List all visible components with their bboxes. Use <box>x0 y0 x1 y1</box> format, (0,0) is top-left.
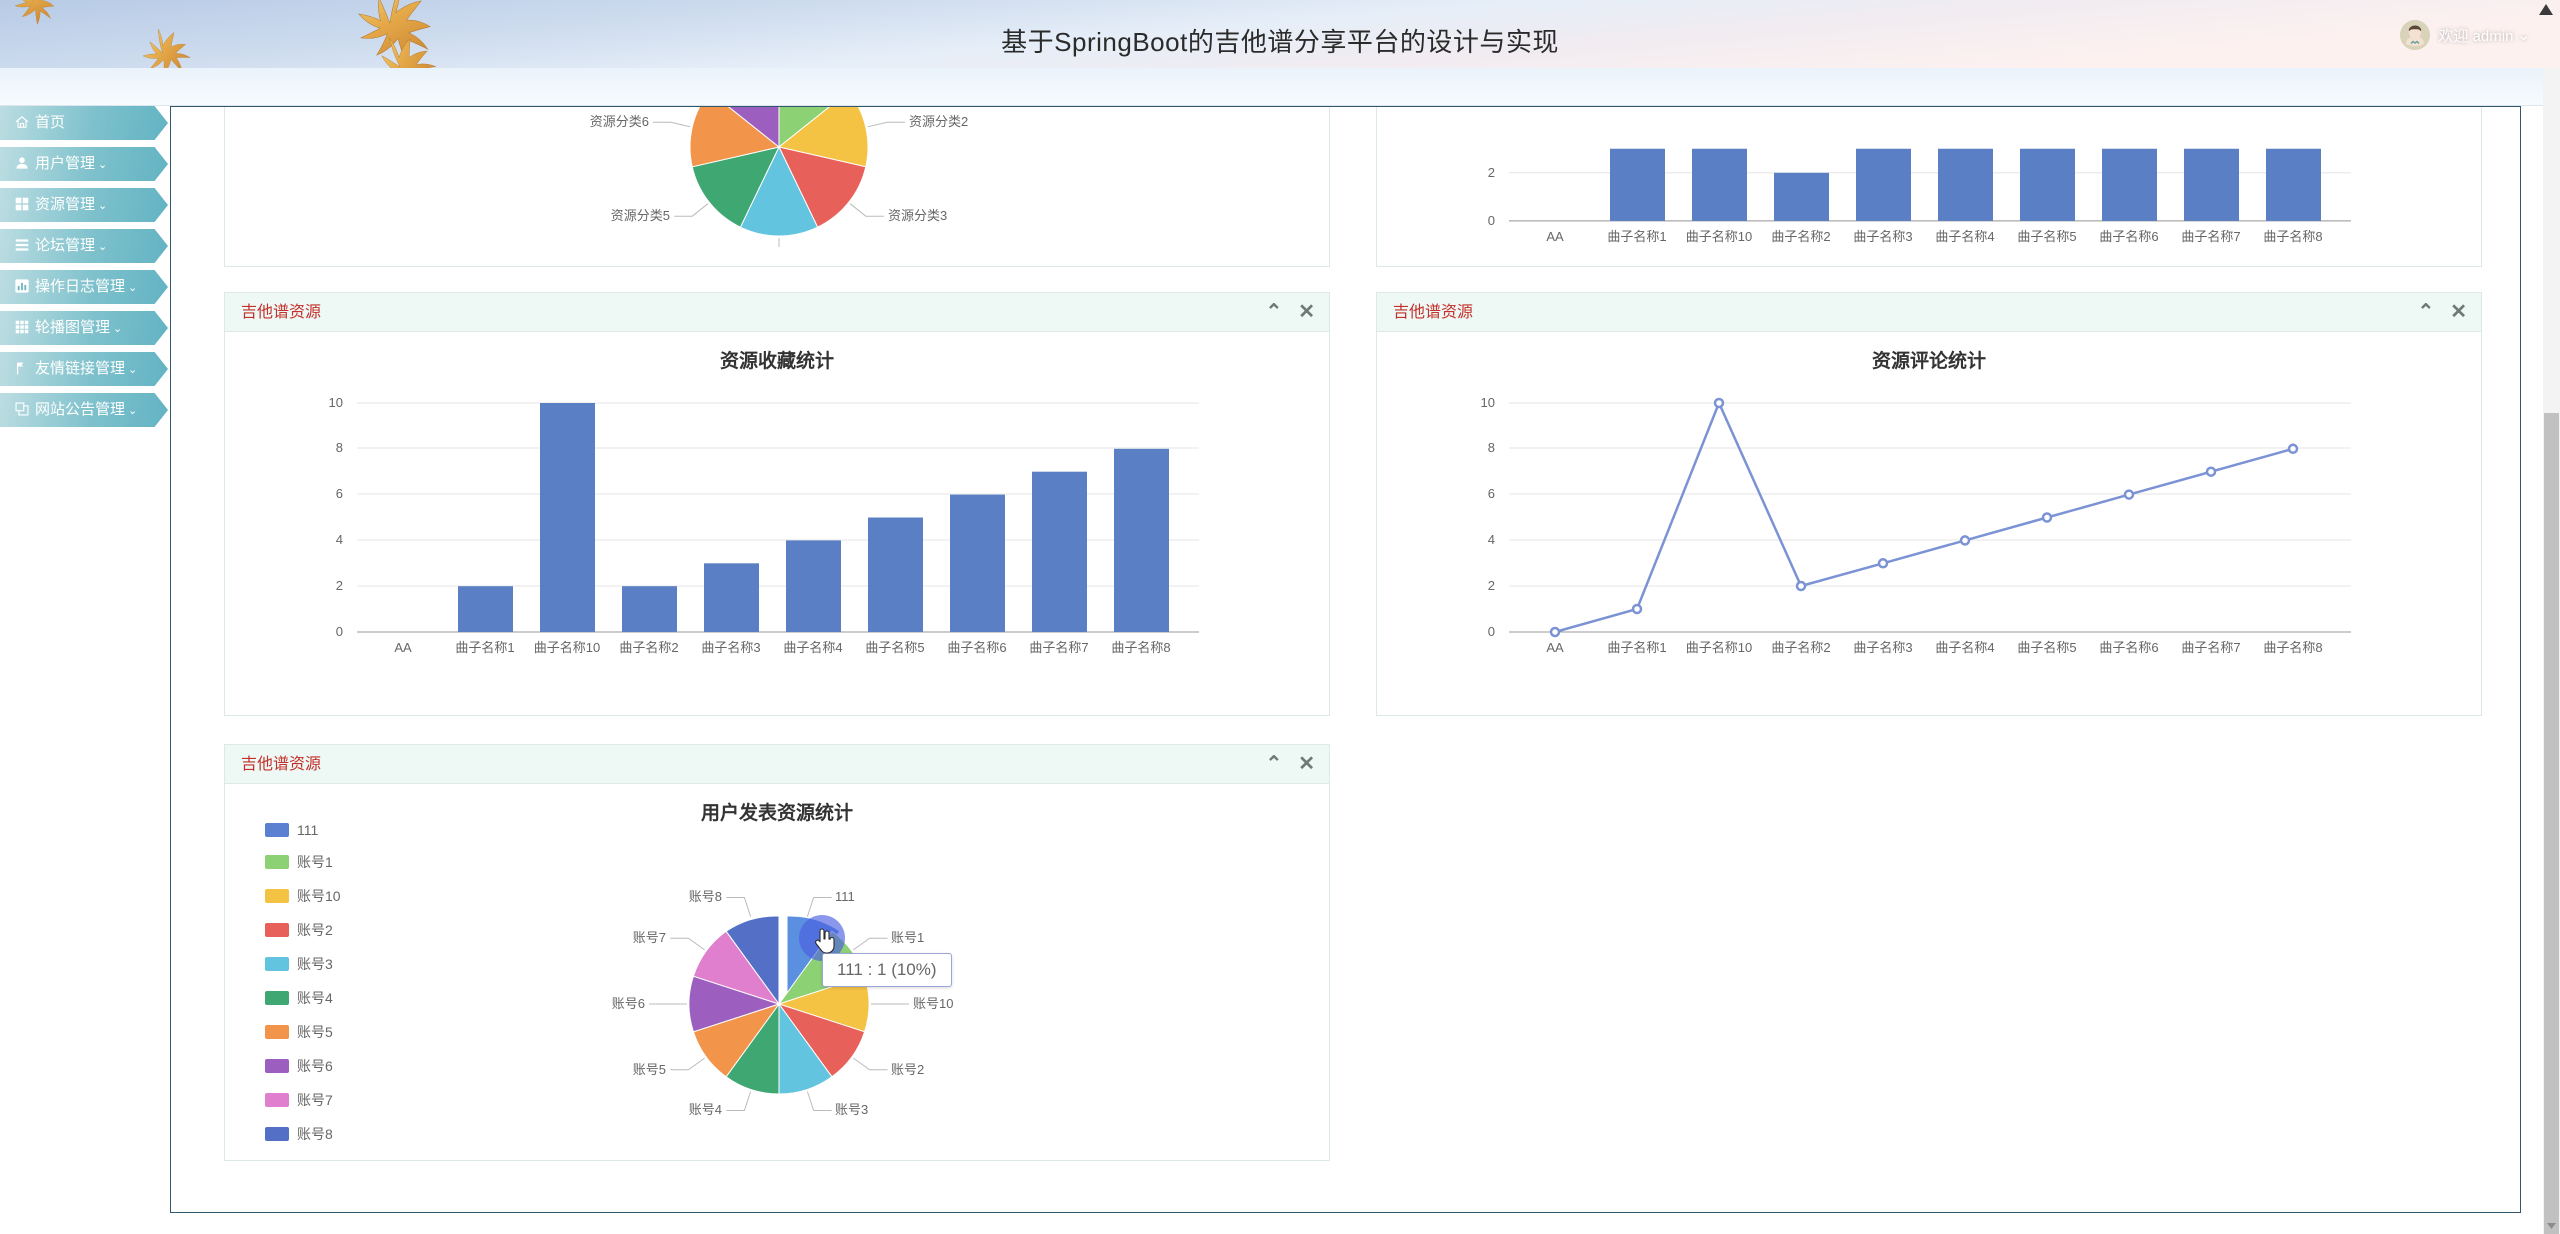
svg-text:曲子名称8: 曲子名称8 <box>2263 640 2322 655</box>
svg-text:账号10: 账号10 <box>913 996 953 1011</box>
svg-text:账号7: 账号7 <box>633 930 666 945</box>
svg-text:8: 8 <box>1488 440 1495 455</box>
svg-text:曲子名称10: 曲子名称10 <box>1686 640 1752 655</box>
svg-text:账号6: 账号6 <box>612 996 645 1011</box>
svg-text:曲子名称2: 曲子名称2 <box>619 640 678 655</box>
svg-text:曲子名称1: 曲子名称1 <box>455 640 514 655</box>
svg-text:曲子名称3: 曲子名称3 <box>1853 640 1912 655</box>
svg-text:4: 4 <box>336 532 343 547</box>
svg-text:曲子名称5: 曲子名称5 <box>865 640 924 655</box>
svg-text:6: 6 <box>1488 486 1495 501</box>
svg-text:资源分类5: 资源分类5 <box>611 208 670 223</box>
svg-text:111: 111 <box>835 889 855 904</box>
svg-text:曲子名称6: 曲子名称6 <box>2099 229 2158 244</box>
svg-text:曲子名称4: 曲子名称4 <box>1935 640 1994 655</box>
svg-text:8: 8 <box>336 440 343 455</box>
svg-text:曲子名称5: 曲子名称5 <box>2017 229 2076 244</box>
svg-text:曲子名称6: 曲子名称6 <box>2099 640 2158 655</box>
svg-text:10: 10 <box>1481 395 1495 410</box>
svg-text:曲子名称3: 曲子名称3 <box>1853 229 1912 244</box>
svg-text:6: 6 <box>336 486 343 501</box>
svg-text:曲子名称5: 曲子名称5 <box>2017 640 2076 655</box>
svg-text:曲子名称4: 曲子名称4 <box>783 640 842 655</box>
svg-text:0: 0 <box>1488 624 1495 639</box>
svg-text:AA: AA <box>1546 640 1564 655</box>
svg-text:曲子名称8: 曲子名称8 <box>1111 640 1170 655</box>
svg-text:账号5: 账号5 <box>633 1062 666 1077</box>
svg-text:曲子名称1: 曲子名称1 <box>1607 640 1666 655</box>
svg-text:曲子名称7: 曲子名称7 <box>2181 640 2240 655</box>
svg-text:曲子名称7: 曲子名称7 <box>2181 229 2240 244</box>
svg-text:账号2: 账号2 <box>891 1062 924 1077</box>
svg-text:资源分类6: 资源分类6 <box>590 114 649 129</box>
svg-text:10: 10 <box>329 395 343 410</box>
svg-text:账号4: 账号4 <box>689 1102 722 1117</box>
svg-text:0: 0 <box>1488 213 1495 228</box>
svg-text:0: 0 <box>336 624 343 639</box>
svg-text:曲子名称8: 曲子名称8 <box>2263 229 2322 244</box>
svg-text:曲子名称10: 曲子名称10 <box>1686 229 1752 244</box>
svg-text:曲子名称1: 曲子名称1 <box>1607 229 1666 244</box>
svg-text:2: 2 <box>1488 578 1495 593</box>
svg-text:账号8: 账号8 <box>689 889 722 904</box>
svg-text:曲子名称2: 曲子名称2 <box>1771 640 1830 655</box>
svg-text:4: 4 <box>1488 532 1495 547</box>
svg-text:账号3: 账号3 <box>835 1102 868 1117</box>
svg-text:曲子名称4: 曲子名称4 <box>1935 229 1994 244</box>
svg-text:AA: AA <box>1546 229 1564 244</box>
svg-text:曲子名称10: 曲子名称10 <box>534 640 600 655</box>
svg-text:资源分类3: 资源分类3 <box>888 208 947 223</box>
svg-text:AA: AA <box>394 640 412 655</box>
svg-text:2: 2 <box>336 578 343 593</box>
svg-text:曲子名称2: 曲子名称2 <box>1771 229 1830 244</box>
svg-text:2: 2 <box>1488 165 1495 180</box>
svg-text:曲子名称7: 曲子名称7 <box>1029 640 1088 655</box>
svg-text:资源分类2: 资源分类2 <box>909 114 968 129</box>
svg-text:曲子名称6: 曲子名称6 <box>947 640 1006 655</box>
svg-text:账号1: 账号1 <box>891 930 924 945</box>
svg-text:曲子名称3: 曲子名称3 <box>701 640 760 655</box>
